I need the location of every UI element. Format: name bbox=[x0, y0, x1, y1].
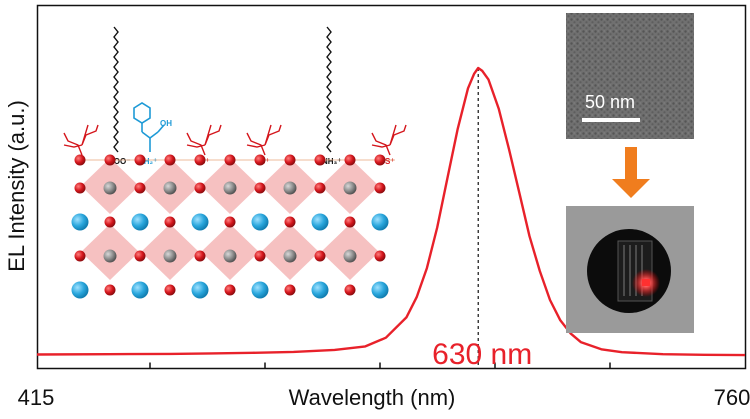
perovskite-structure-inset: S⁺ COO⁻ NH₂⁺ OH S⁺ S⁺ NH₃⁺ S⁺ bbox=[63, 26, 407, 299]
tem-scale-bar bbox=[582, 118, 640, 122]
zwitterion-ligand bbox=[133, 102, 165, 152]
down-arrow-icon bbox=[612, 147, 650, 198]
halide-ion bbox=[344, 154, 356, 166]
halide-ion bbox=[344, 216, 356, 228]
halide-ion bbox=[224, 284, 236, 296]
ligand-label: NH₂⁺ bbox=[138, 157, 157, 166]
tem-image-inset: 50 nm bbox=[566, 13, 694, 139]
cesium-ion bbox=[371, 213, 389, 231]
halide-ion bbox=[74, 154, 86, 166]
ligand-label: S⁺ bbox=[385, 157, 395, 166]
halide-ion bbox=[314, 154, 326, 166]
peak-annotation: 630 nm bbox=[432, 338, 532, 371]
cesium-ion bbox=[311, 281, 329, 299]
halide-ion bbox=[224, 216, 236, 228]
halide-ion bbox=[224, 154, 236, 166]
cesium-ion bbox=[71, 281, 89, 299]
cesium-ion bbox=[191, 213, 209, 231]
lead-ion bbox=[223, 181, 237, 195]
branched-ligands bbox=[63, 124, 407, 156]
y-axis-label: EL Intensity (a.u.) bbox=[4, 100, 29, 272]
halide-ion bbox=[104, 284, 116, 296]
cesium-ion bbox=[311, 213, 329, 231]
lead-ion bbox=[223, 249, 237, 263]
halide-ion bbox=[194, 250, 206, 262]
x-tick-label-start: 415 bbox=[18, 385, 55, 410]
halide-ion bbox=[344, 284, 356, 296]
lead-ion bbox=[103, 249, 117, 263]
lead-ion bbox=[163, 181, 177, 195]
cesium-ion bbox=[71, 213, 89, 231]
halide-ion bbox=[194, 182, 206, 194]
device-photo-inset bbox=[566, 206, 694, 333]
halide-ion bbox=[374, 182, 386, 194]
cesium-ion bbox=[131, 281, 149, 299]
halide-ion bbox=[194, 154, 206, 166]
lead-ion bbox=[343, 249, 357, 263]
halide-ion bbox=[74, 182, 86, 194]
halide-ion bbox=[104, 216, 116, 228]
perovskite-lattice bbox=[71, 154, 389, 299]
cesium-ion bbox=[191, 281, 209, 299]
halide-ion bbox=[164, 154, 176, 166]
halide-ion bbox=[314, 182, 326, 194]
ligand-label: COO⁻ bbox=[108, 157, 130, 166]
cesium-ion bbox=[131, 213, 149, 231]
halide-ion bbox=[164, 216, 176, 228]
halide-ion bbox=[134, 250, 146, 262]
halide-ion bbox=[104, 154, 116, 166]
ligand-label: OH bbox=[160, 119, 172, 128]
halide-ion bbox=[254, 250, 266, 262]
lead-ion bbox=[283, 249, 297, 263]
el-spectrum-line bbox=[36, 66, 746, 357]
halide-ion bbox=[374, 250, 386, 262]
x-axis-label: Wavelength (nm) bbox=[289, 385, 456, 410]
lead-ion bbox=[343, 181, 357, 195]
lead-ion bbox=[163, 249, 177, 263]
x-tick-label-end: 760 bbox=[714, 385, 750, 410]
halide-ion bbox=[374, 154, 386, 166]
halide-ion bbox=[284, 154, 296, 166]
halide-ion bbox=[134, 182, 146, 194]
ligand-label: NH₃⁺ bbox=[322, 157, 341, 166]
long-alkyl-chain bbox=[113, 26, 119, 153]
lead-ion bbox=[283, 181, 297, 195]
halide-ion bbox=[284, 216, 296, 228]
cesium-ion bbox=[251, 213, 269, 231]
halide-ion bbox=[74, 250, 86, 262]
halide-ion bbox=[314, 250, 326, 262]
x-axis-ticks bbox=[149, 362, 611, 369]
halide-ion bbox=[164, 284, 176, 296]
halide-ion bbox=[134, 154, 146, 166]
halide-ion bbox=[254, 182, 266, 194]
lead-ion bbox=[103, 181, 117, 195]
tem-scale-bar-label: 50 nm bbox=[585, 92, 635, 112]
cesium-ion bbox=[251, 281, 269, 299]
halide-ion bbox=[254, 154, 266, 166]
halide-ion bbox=[284, 284, 296, 296]
cesium-ion bbox=[371, 281, 389, 299]
long-alkyl-chain bbox=[326, 26, 332, 153]
plot-frame bbox=[36, 4, 747, 370]
